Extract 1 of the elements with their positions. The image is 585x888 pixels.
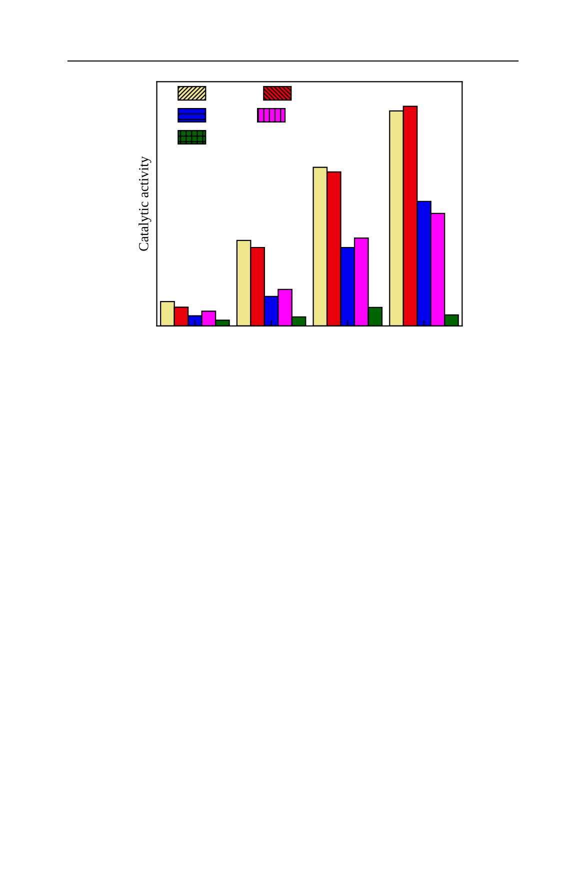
y-axis-title: Catalytic activity bbox=[138, 156, 152, 251]
